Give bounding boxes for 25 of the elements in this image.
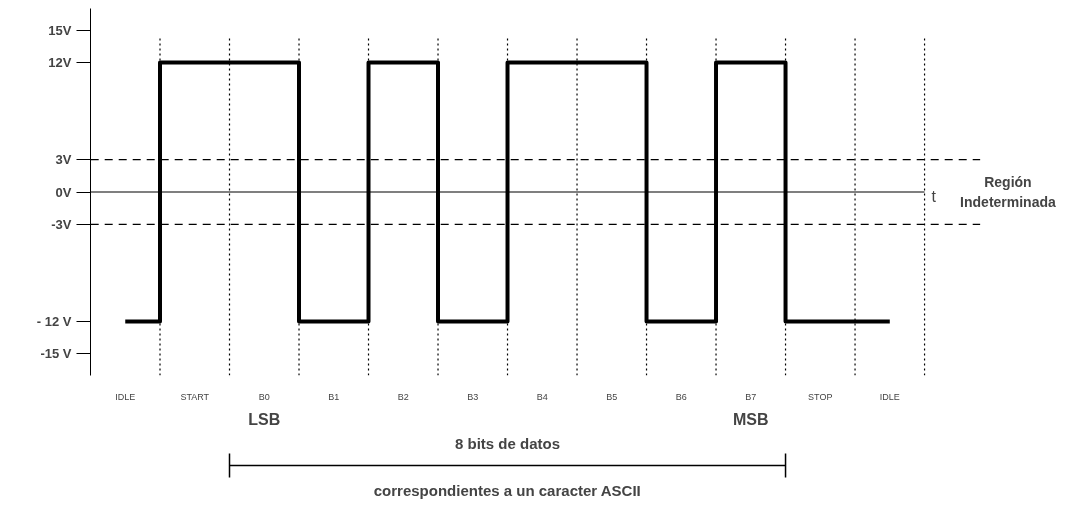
x-tick-label: B5 [606, 391, 618, 402]
x-tick-label: B0 [258, 391, 270, 402]
x-tick-label: STOP [808, 391, 833, 402]
y-tick-label: -3V [51, 216, 72, 232]
x-tick-label: IDLE [879, 391, 900, 402]
y-tick-label: 0V [55, 184, 72, 200]
y-tick-label: 3V [55, 152, 72, 168]
y-tick-label: - 12 V [36, 314, 72, 330]
annotation: Región Indeterminada [960, 173, 1057, 211]
x-tick-label: START [180, 391, 210, 402]
x-tick-label: B2 [397, 391, 409, 402]
x-tick-label: B4 [536, 391, 548, 402]
x-tick-label: IDLE [115, 391, 136, 402]
text: correspondientes a un caracter ASCII [373, 482, 641, 499]
x-axis-title: t [931, 188, 937, 205]
x-tick-label: B3 [467, 391, 479, 402]
x-tick-label: B6 [675, 391, 687, 402]
text: LSB [248, 411, 281, 428]
text: MSB [733, 411, 769, 428]
y-tick-label: 12V [48, 54, 72, 70]
x-tick-label: B7 [745, 391, 757, 402]
y-tick-label: -15 V [40, 346, 72, 362]
y-tick-label: 15V [48, 22, 72, 38]
text: 8 bits de datos [455, 435, 561, 452]
x-tick-label: B1 [328, 391, 340, 402]
